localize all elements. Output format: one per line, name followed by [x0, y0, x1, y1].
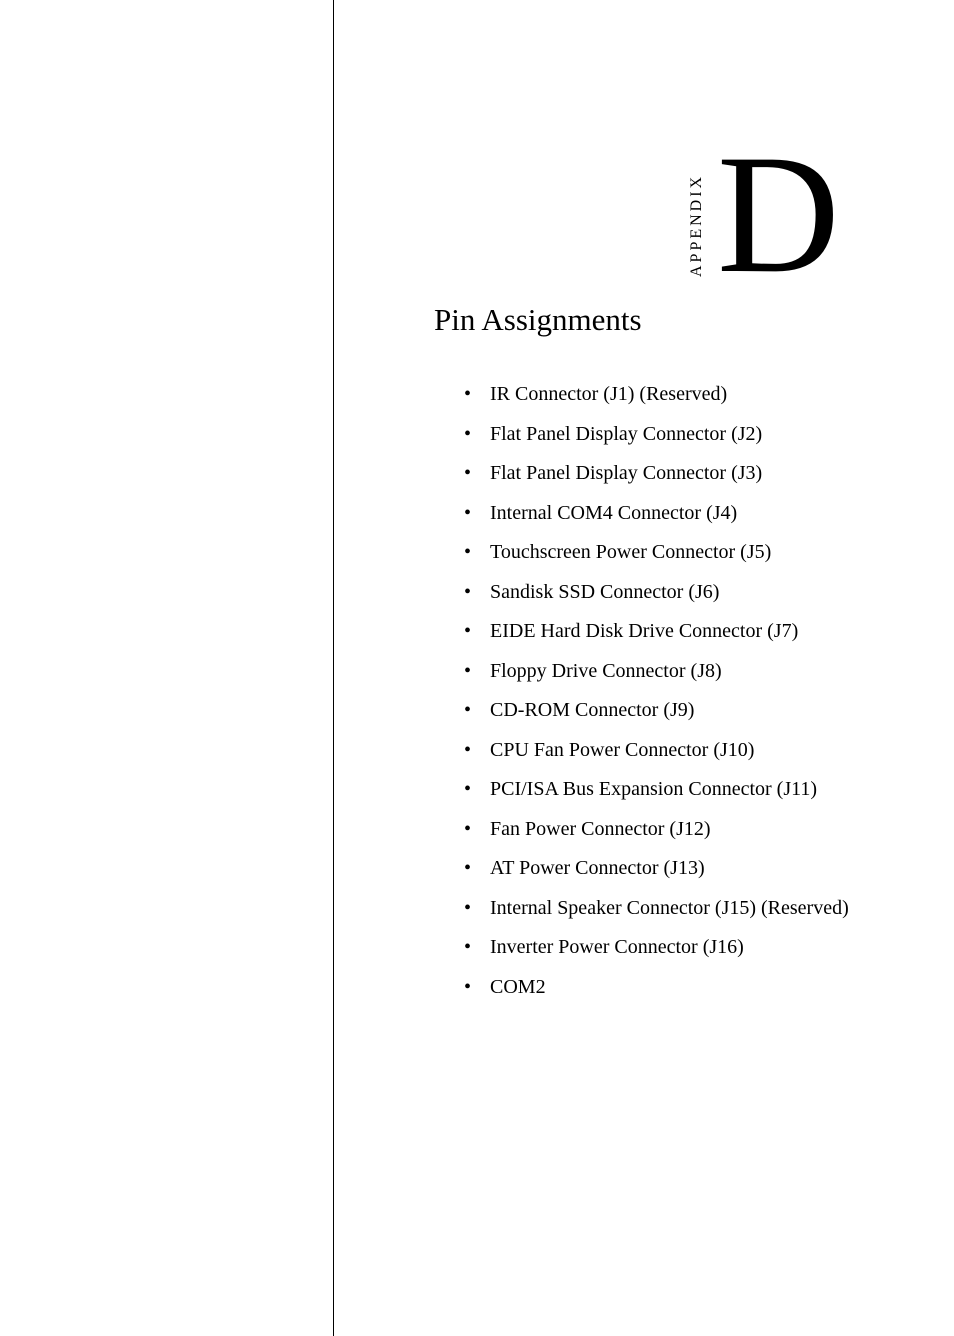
bullet-icon: • — [464, 975, 490, 999]
bullet-icon: • — [464, 619, 490, 643]
bullet-icon: • — [464, 896, 490, 920]
list-item: • AT Power Connector (J13) — [464, 856, 904, 880]
list-item-label: Fan Power Connector (J12) — [490, 817, 904, 841]
bullet-icon: • — [464, 738, 490, 762]
list-item-label: Internal COM4 Connector (J4) — [490, 501, 904, 525]
list-item: • CD-ROM Connector (J9) — [464, 698, 904, 722]
list-item: • Flat Panel Display Connector (J3) — [464, 461, 904, 485]
page-title: Pin Assignments — [434, 302, 642, 338]
list-item: • Internal COM4 Connector (J4) — [464, 501, 904, 525]
list-item: • Internal Speaker Connector (J15) (Rese… — [464, 896, 904, 920]
list-item-label: Flat Panel Display Connector (J2) — [490, 422, 904, 446]
list-item: • COM2 — [464, 975, 904, 999]
list-item: • Touchscreen Power Connector (J5) — [464, 540, 904, 564]
bullet-icon: • — [464, 382, 490, 406]
bullet-icon: • — [464, 659, 490, 683]
list-item-label: Touchscreen Power Connector (J5) — [490, 540, 904, 564]
list-item: • Inverter Power Connector (J16) — [464, 935, 904, 959]
list-item-label: Flat Panel Display Connector (J3) — [490, 461, 904, 485]
connector-list: • IR Connector (J1) (Reserved) • Flat Pa… — [464, 382, 904, 1014]
list-item: • IR Connector (J1) (Reserved) — [464, 382, 904, 406]
list-item-label: Sandisk SSD Connector (J6) — [490, 580, 904, 604]
list-item: • Flat Panel Display Connector (J2) — [464, 422, 904, 446]
list-item-label: IR Connector (J1) (Reserved) — [490, 382, 904, 406]
list-item: • PCI/ISA Bus Expansion Connector (J11) — [464, 777, 904, 801]
list-item-label: Inverter Power Connector (J16) — [490, 935, 904, 959]
bullet-icon: • — [464, 817, 490, 841]
bullet-icon: • — [464, 935, 490, 959]
list-item: • Floppy Drive Connector (J8) — [464, 659, 904, 683]
bullet-icon: • — [464, 698, 490, 722]
bullet-icon: • — [464, 540, 490, 564]
list-item-label: COM2 — [490, 975, 904, 999]
bullet-icon: • — [464, 501, 490, 525]
appendix-letter: D — [717, 129, 840, 299]
list-item-label: EIDE Hard Disk Drive Connector (J7) — [490, 619, 904, 643]
list-item-label: CPU Fan Power Connector (J10) — [490, 738, 904, 762]
bullet-icon: • — [464, 461, 490, 485]
list-item-label: PCI/ISA Bus Expansion Connector (J11) — [490, 777, 904, 801]
list-item-label: Floppy Drive Connector (J8) — [490, 659, 904, 683]
list-item: • EIDE Hard Disk Drive Connector (J7) — [464, 619, 904, 643]
list-item: • Fan Power Connector (J12) — [464, 817, 904, 841]
list-item: • CPU Fan Power Connector (J10) — [464, 738, 904, 762]
list-item-label: CD-ROM Connector (J9) — [490, 698, 904, 722]
bullet-icon: • — [464, 777, 490, 801]
bullet-icon: • — [464, 856, 490, 880]
list-item-label: Internal Speaker Connector (J15) (Reserv… — [490, 896, 904, 920]
page: APPENDIX D Pin Assignments • IR Connecto… — [0, 0, 954, 1336]
vertical-rule — [333, 0, 334, 1336]
bullet-icon: • — [464, 580, 490, 604]
list-item: • Sandisk SSD Connector (J6) — [464, 580, 904, 604]
bullet-icon: • — [464, 422, 490, 446]
appendix-label: APPENDIX — [688, 174, 706, 277]
list-item-label: AT Power Connector (J13) — [490, 856, 904, 880]
